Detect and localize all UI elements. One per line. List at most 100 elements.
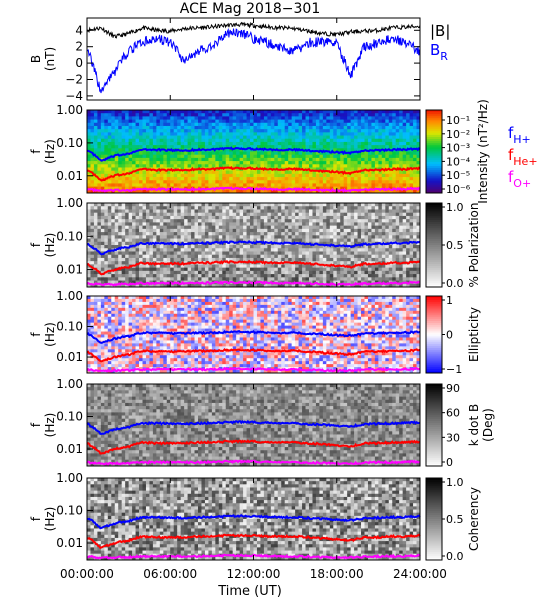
spectrogram-cell <box>305 235 310 239</box>
spectrogram-cell <box>263 206 268 210</box>
spectrogram-cell <box>118 228 123 233</box>
spectrogram-cell <box>416 116 421 120</box>
spectrogram-cell <box>277 228 282 233</box>
spectrogram-cell <box>364 132 369 136</box>
spectrogram-cell <box>378 138 383 143</box>
spectrogram-cell <box>333 161 338 165</box>
spectrogram-cell <box>156 209 161 214</box>
spectrogram-cell <box>309 264 313 269</box>
spectrogram-cell <box>333 164 338 168</box>
spectrogram-cell <box>336 209 341 214</box>
spectrogram-cell <box>194 173 199 178</box>
spectrogram-cell <box>125 206 130 210</box>
spectrogram-cell <box>211 212 216 217</box>
spectrogram-cell <box>97 235 102 239</box>
spectrogram-cell <box>194 141 199 146</box>
spectrogram-cell <box>277 180 282 184</box>
spectrogram-cell <box>104 219 109 223</box>
spectrogram-cell <box>336 132 341 136</box>
spectrogram-cell <box>139 110 143 114</box>
spectrogram-cell <box>402 183 407 188</box>
spectrogram-cell <box>350 280 355 285</box>
spectrogram-cell <box>329 135 334 140</box>
spectrogram-cell <box>274 274 279 278</box>
spectrogram-cell <box>243 245 247 249</box>
spectrogram-cell <box>256 129 261 133</box>
spectrogram-cell <box>340 277 345 281</box>
spectrogram-cell <box>215 228 220 233</box>
spectrogram-cell <box>263 219 268 223</box>
spectrogram-cell <box>395 135 400 140</box>
spectrogram-cell <box>336 206 341 210</box>
spectrogram-cell <box>354 206 358 210</box>
spectrogram-cell <box>284 209 289 214</box>
spectrogram-cell <box>281 110 286 114</box>
spectrogram-cell <box>208 267 213 272</box>
spectrogram-cell <box>381 219 386 223</box>
spectrogram-cell <box>121 186 126 191</box>
spectrogram-cell <box>208 145 213 149</box>
spectrogram-cell <box>149 277 154 281</box>
spectrogram-cell <box>381 154 386 159</box>
spectrogram-cell <box>156 161 161 165</box>
spectrogram-cell <box>139 125 143 130</box>
spectrogram-cell <box>388 222 393 227</box>
spectrogram-cell <box>326 232 331 236</box>
spectrogram-cell <box>270 161 275 165</box>
spectrogram-cell <box>381 257 386 262</box>
spectrogram-cell <box>388 161 393 165</box>
spectrogram-cell <box>392 264 397 269</box>
spectrogram-cell <box>416 170 421 175</box>
spectrogram-cell <box>152 145 157 149</box>
spectrogram-cell <box>357 206 362 210</box>
spectrogram-cell <box>402 189 407 194</box>
spectrogram-cell <box>329 177 334 181</box>
spectrogram-cell <box>371 225 376 230</box>
spectrogram-cell <box>149 141 154 146</box>
spectrogram-cell <box>329 215 334 220</box>
spectrogram-cell <box>270 129 275 133</box>
spectrogram-cell <box>107 215 112 220</box>
spectrogram-cell <box>298 248 303 252</box>
spectrogram-cell <box>371 145 376 149</box>
spectrogram-cell <box>107 148 112 152</box>
spectrogram-cell <box>315 177 320 181</box>
spectrogram-cell <box>177 164 182 168</box>
spectrogram-cell <box>281 119 286 124</box>
spectrogram-cell <box>128 167 133 172</box>
spectrogram-cell <box>152 212 157 217</box>
spectrogram-cell <box>381 238 386 243</box>
spectrogram-cell <box>309 189 313 194</box>
spectrogram-cell <box>128 212 133 217</box>
spectrogram-cell <box>367 264 372 269</box>
spectrogram-cell <box>243 170 247 175</box>
spectrogram-cell <box>416 122 421 127</box>
spectrogram-cell <box>392 274 397 278</box>
spectrogram-cell <box>163 228 168 233</box>
spectrogram-cell <box>239 119 244 124</box>
spectrogram-cell <box>253 222 258 227</box>
spectrogram-cell <box>277 257 282 262</box>
spectrogram-cell <box>298 129 303 133</box>
spectrogram-cell <box>333 110 338 114</box>
spectrogram-cell <box>288 209 293 214</box>
spectrogram-cell <box>329 235 334 239</box>
spectrogram-cell <box>295 145 299 149</box>
spectrogram-cell <box>364 215 369 220</box>
spectrogram-cell <box>343 129 348 133</box>
spectrogram-cell <box>350 257 355 262</box>
spectrogram-cell <box>93 215 98 220</box>
spectrogram-cell <box>256 206 261 210</box>
spectrogram-cell <box>371 173 376 178</box>
spectrogram-cell <box>215 113 220 117</box>
spectrogram-cell <box>253 135 258 140</box>
colorbar-cell <box>426 157 442 161</box>
spectrogram-cell <box>305 206 310 210</box>
spectrogram-cell <box>232 267 237 272</box>
spectrogram-cell <box>298 203 303 207</box>
spectrogram-cell <box>413 122 417 127</box>
spectrogram-cell <box>170 238 175 243</box>
spectrogram-cell <box>350 116 355 120</box>
spectrogram-cell <box>354 135 358 140</box>
spectrogram-cell <box>395 274 400 278</box>
